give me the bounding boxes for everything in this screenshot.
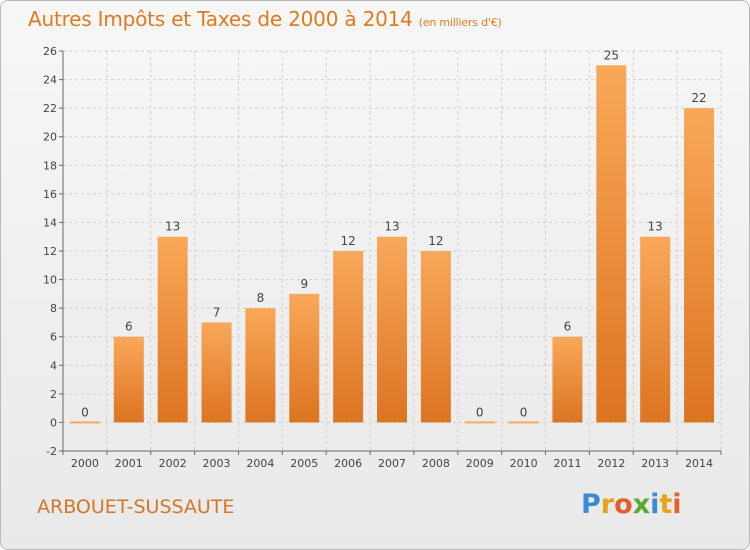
y-tick-label: 22 (43, 102, 57, 115)
logo-letter: i (672, 489, 682, 520)
x-tick-label: 2007 (378, 457, 406, 470)
bar (289, 293, 320, 423)
x-tick-label: 2014 (685, 457, 713, 470)
bar (464, 421, 495, 424)
bar (245, 308, 276, 423)
x-tick-label: 2008 (422, 457, 450, 470)
bar-value-label: 6 (125, 320, 133, 334)
y-tick-label: 2 (50, 388, 57, 401)
x-tick-label: 2004 (246, 457, 274, 470)
bar-value-label: 0 (81, 405, 89, 419)
bar-value-label: 13 (648, 220, 663, 234)
bar (377, 236, 407, 423)
x-tick-label: 2002 (159, 457, 187, 470)
bar (508, 421, 539, 424)
x-tick-label: 2005 (290, 457, 318, 470)
bar (420, 251, 451, 423)
bar-value-label: 9 (300, 277, 308, 291)
x-tick-label: 2009 (466, 457, 494, 470)
bar-value-label: 13 (384, 220, 399, 234)
x-tick-label: 2003 (203, 457, 231, 470)
x-tick-label: 2000 (71, 457, 99, 470)
data-labels: 0 6 13 7 8 9 12 13 12 0 0 6 25 13 22 (81, 48, 707, 419)
y-tick-label: 8 (50, 302, 57, 315)
y-tick-label: 26 (43, 45, 57, 58)
bar-value-label: 0 (520, 405, 528, 419)
y-tick-label: 4 (50, 359, 57, 372)
bar-value-label: 13 (165, 220, 180, 234)
bar-value-label: 12 (428, 234, 443, 248)
commune-name: ARBOUET-SUSSAUTE (37, 496, 235, 518)
y-tick-label: 24 (43, 74, 57, 87)
logo-letter: x (632, 489, 651, 520)
y-tick-label: -2 (46, 445, 57, 458)
bar (157, 236, 188, 423)
bar (684, 108, 715, 423)
x-tick-label: 2006 (334, 457, 362, 470)
bar-value-label: 22 (691, 91, 706, 105)
y-tick-label: 20 (43, 131, 57, 144)
bar-value-label: 25 (604, 48, 619, 62)
bar (69, 421, 100, 424)
bar-value-label: 12 (340, 234, 355, 248)
y-tick-label: 16 (43, 188, 57, 201)
logo-letter: o (614, 489, 633, 520)
bar (201, 322, 232, 423)
y-tick-label: 0 (50, 416, 57, 429)
x-tick-label: 2011 (553, 457, 581, 470)
y-tick-label: 12 (43, 245, 57, 258)
bar (596, 65, 627, 423)
logo-letter: P (581, 489, 601, 520)
bars (69, 65, 715, 424)
x-tick-label: 2013 (641, 457, 669, 470)
logo-letter: i (650, 489, 660, 520)
x-tick-label: 2012 (597, 457, 625, 470)
logo-letter: r (600, 489, 615, 520)
bar-value-label: 7 (213, 305, 221, 319)
x-tick-label: 2010 (510, 457, 538, 470)
x-tick-label: 2001 (115, 457, 143, 470)
bar (640, 236, 671, 423)
y-tick-label: 18 (43, 159, 57, 172)
proxiti-logo[interactable]: Proxiti (581, 489, 682, 520)
logo-letter: t (659, 489, 673, 520)
bar-value-label: 8 (257, 291, 265, 305)
bar (333, 251, 364, 423)
chart-title: Autres Impôts et Taxes de 2000 à 2014 (en… (28, 7, 502, 31)
chart-title-text: Autres Impôts et Taxes de 2000 à 2014 (28, 7, 413, 31)
bar (113, 336, 144, 423)
bar-value-label: 6 (564, 320, 572, 334)
y-tick-label: 14 (43, 216, 57, 229)
y-tick-label: 10 (43, 274, 57, 287)
bar-value-label: 0 (476, 405, 484, 419)
y-tick-label: 6 (50, 331, 57, 344)
chart-unit: (en milliers d'€) (418, 16, 502, 29)
bar (552, 336, 583, 423)
